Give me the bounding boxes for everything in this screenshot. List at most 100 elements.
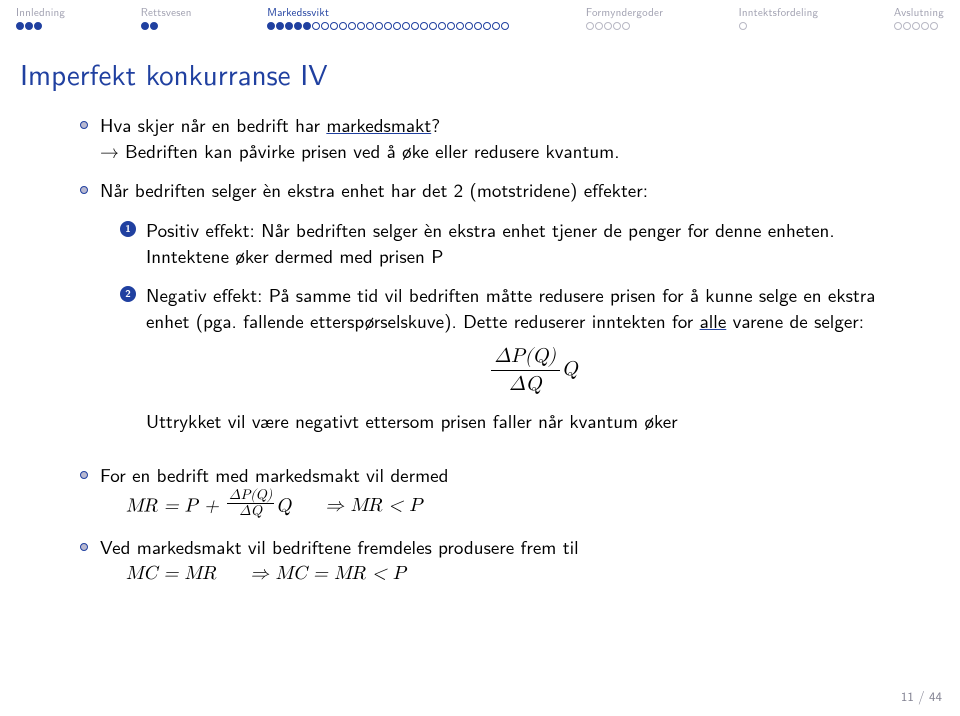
nav-dot-icon[interactable] bbox=[447, 22, 455, 30]
nav-section[interactable]: Rettsvesen bbox=[141, 4, 192, 30]
mr-frac-num: ΔP(Q) bbox=[227, 488, 274, 504]
nav-progress-dots bbox=[894, 22, 939, 30]
bullet1-text: Hva skjer når en bedrift har bbox=[100, 110, 326, 138]
nav-dot-icon[interactable] bbox=[912, 22, 920, 30]
nav-dot-icon[interactable] bbox=[267, 22, 275, 30]
enum-item-2: 2 Negativ effekt: På samme tid vil bedri… bbox=[120, 282, 920, 434]
nav-dot-icon[interactable] bbox=[456, 22, 464, 30]
nav-section[interactable]: Inntektsfordeling bbox=[739, 4, 819, 30]
nav-dot-icon[interactable] bbox=[586, 22, 594, 30]
nav-dot-icon[interactable] bbox=[622, 22, 630, 30]
formula-q: Q bbox=[562, 359, 578, 379]
nav-dot-icon[interactable] bbox=[465, 22, 473, 30]
nav-dot-icon[interactable] bbox=[303, 22, 311, 30]
nav-dot-icon[interactable] bbox=[604, 22, 612, 30]
nav-dot-icon[interactable] bbox=[384, 22, 392, 30]
nav-dot-icon[interactable] bbox=[321, 22, 329, 30]
nav-label[interactable]: Formyndergoder bbox=[586, 4, 663, 20]
nav-label[interactable]: Innledning bbox=[16, 4, 65, 20]
bullet4-text: Ved markedsmakt vil bedriftene fremdeles… bbox=[100, 534, 920, 560]
nav-dot-icon[interactable] bbox=[366, 22, 374, 30]
nav-dot-icon[interactable] bbox=[613, 22, 621, 30]
bullet1-keyword: markedsmakt bbox=[326, 110, 431, 138]
mr-eq: MR = P + bbox=[126, 496, 225, 515]
bullet1-answer: Bedriften kan påvirke prisen ved å øke e… bbox=[125, 138, 620, 164]
frame-title: Imperfekt konkurranse IV bbox=[0, 32, 960, 112]
bullet-2: Når bedriften selger èn ekstra enhet har… bbox=[80, 177, 920, 448]
nav-progress-dots bbox=[586, 22, 631, 30]
nav-dot-icon[interactable] bbox=[34, 22, 42, 30]
nav-dot-icon[interactable] bbox=[357, 22, 365, 30]
bullet-icon bbox=[80, 186, 88, 194]
nav-dot-icon[interactable] bbox=[294, 22, 302, 30]
enum-number-icon: 1 bbox=[120, 221, 136, 237]
nav-dot-icon[interactable] bbox=[438, 22, 446, 30]
mr-implies: ⇒ MR < P bbox=[325, 496, 422, 515]
frac-num: ΔP(Q) bbox=[491, 343, 560, 371]
nav-dot-icon[interactable] bbox=[492, 22, 500, 30]
nav-dot-icon[interactable] bbox=[285, 22, 293, 30]
nav-bar: Innledning Rettsvesen Markedssvikt Formynde… bbox=[0, 0, 960, 32]
nav-dot-icon[interactable] bbox=[501, 22, 509, 30]
nav-dot-icon[interactable] bbox=[483, 22, 491, 30]
nav-dot-icon[interactable] bbox=[903, 22, 911, 30]
mcmr-implies: ⇒ MC = MR < P bbox=[250, 564, 406, 583]
nav-dot-icon[interactable] bbox=[402, 22, 410, 30]
nav-label[interactable]: Markedssvikt bbox=[267, 4, 329, 20]
mr-frac-den: ΔQ bbox=[227, 504, 274, 519]
nav-dot-icon[interactable] bbox=[141, 22, 149, 30]
nav-dot-icon[interactable] bbox=[150, 22, 158, 30]
nav-dot-icon[interactable] bbox=[894, 22, 902, 30]
slide-content: Hva skjer når en bedrift har markedsmakt… bbox=[0, 112, 960, 587]
bullet-3: For en bedrift med markedsmakt vil derme… bbox=[80, 462, 920, 519]
formula-display: ΔP(Q) ΔQ Q bbox=[146, 343, 920, 398]
nav-dot-icon[interactable] bbox=[375, 22, 383, 30]
nav-dot-icon[interactable] bbox=[739, 22, 747, 30]
frac-den: ΔQ bbox=[491, 371, 560, 398]
bullet1-qmark: ? bbox=[431, 110, 440, 138]
nav-dot-icon[interactable] bbox=[339, 22, 347, 30]
nav-dot-icon[interactable] bbox=[420, 22, 428, 30]
enum-item-1: 1 Positiv effekt: Når bedriften selger è… bbox=[120, 217, 920, 268]
bullet-icon bbox=[80, 121, 88, 129]
nav-label[interactable]: Rettsvesen bbox=[141, 4, 192, 20]
nav-dot-icon[interactable] bbox=[16, 22, 24, 30]
nav-section[interactable]: Markedssvikt bbox=[267, 4, 510, 30]
nav-progress-dots bbox=[141, 22, 159, 30]
nav-dot-icon[interactable] bbox=[921, 22, 929, 30]
enum1-text: Positiv effekt: Når bedriften selger èn … bbox=[146, 217, 920, 268]
nav-dot-icon[interactable] bbox=[595, 22, 603, 30]
mcmr: MC = MR bbox=[126, 564, 216, 583]
nav-dot-icon[interactable] bbox=[348, 22, 356, 30]
enum2-underline: alle bbox=[700, 306, 727, 334]
mr-q: Q bbox=[276, 496, 291, 515]
nav-dot-icon[interactable] bbox=[474, 22, 482, 30]
bullet-4: Ved markedsmakt vil bedriftene fremdeles… bbox=[80, 534, 920, 587]
nav-dot-icon[interactable] bbox=[312, 22, 320, 30]
nav-section[interactable]: Formyndergoder bbox=[586, 4, 663, 30]
nav-dot-icon[interactable] bbox=[25, 22, 33, 30]
nav-dot-icon[interactable] bbox=[429, 22, 437, 30]
nav-progress-dots bbox=[16, 22, 43, 30]
bullet-icon bbox=[80, 543, 88, 551]
nav-progress-dots bbox=[739, 22, 748, 30]
nav-dot-icon[interactable] bbox=[276, 22, 284, 30]
bullet-1: Hva skjer når en bedrift har markedsmakt… bbox=[80, 112, 920, 163]
nav-label[interactable]: Inntektsfordeling bbox=[739, 4, 819, 20]
nav-dot-icon[interactable] bbox=[393, 22, 401, 30]
nav-label[interactable]: Avslutning bbox=[894, 4, 944, 20]
enum2-text-end: varene de selger: bbox=[726, 306, 864, 334]
bullet-icon bbox=[80, 471, 88, 479]
bullet2-text: Når bedriften selger èn ekstra enhet har… bbox=[100, 177, 920, 203]
page-number: 11 / 44 bbox=[901, 687, 942, 706]
nav-dot-icon[interactable] bbox=[930, 22, 938, 30]
nav-dot-icon[interactable] bbox=[330, 22, 338, 30]
nav-dot-icon[interactable] bbox=[411, 22, 419, 30]
bullet3-text: For en bedrift med markedsmakt vil derme… bbox=[100, 462, 920, 488]
nav-section[interactable]: Avslutning bbox=[894, 4, 944, 30]
arrow-icon: → bbox=[100, 138, 119, 164]
nav-section[interactable]: Innledning bbox=[16, 4, 65, 30]
enum2-note: Uttrykket vil være negativt ettersom pri… bbox=[146, 408, 920, 434]
nav-progress-dots bbox=[267, 22, 510, 30]
enum-number-icon: 2 bbox=[120, 286, 136, 302]
